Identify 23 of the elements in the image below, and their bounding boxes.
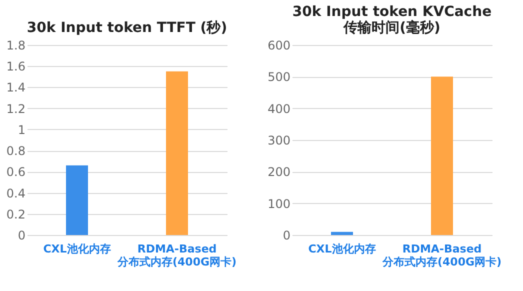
y-tick-label: 1.4 — [6, 80, 26, 95]
y-tick-label: 0.4 — [6, 186, 26, 200]
y-tick-label: 1.2 — [6, 102, 26, 116]
y-tick-label: 600 — [268, 38, 290, 52]
y-tick-label: 1.8 — [6, 38, 26, 52]
y-tick-label: 0.8 — [6, 144, 26, 158]
y-tick-label: 1 — [18, 122, 26, 137]
y-tick-label: 500 — [268, 70, 290, 84]
chart-title: 30k Input token KVCache 传输时间(毫秒) — [292, 4, 492, 36]
y-tick-label: 0 — [282, 228, 290, 242]
chart-title: 30k Input token TTFT (秒) — [26, 20, 228, 36]
x-tick-label: CXL池化内存 — [43, 242, 111, 256]
x-tick-label: CXL池化内存 — [308, 242, 376, 256]
y-tick-label: 1.6 — [6, 60, 26, 74]
y-tick-label: 200 — [268, 165, 290, 180]
x-tick-label: RDMA-Based 分布式内存(400G网卡) — [381, 242, 502, 268]
y-tick-label: 400 — [268, 102, 290, 116]
y-tick-label: 100 — [268, 196, 290, 211]
y-tick-label: 0.2 — [6, 207, 26, 222]
y-tick-label: 300 — [268, 134, 290, 148]
y-tick-label: 0.6 — [6, 165, 26, 180]
y-tick-label: 0 — [18, 228, 26, 242]
x-tick-label: RDMA-Based 分布式内存(400G网卡) — [116, 242, 237, 268]
